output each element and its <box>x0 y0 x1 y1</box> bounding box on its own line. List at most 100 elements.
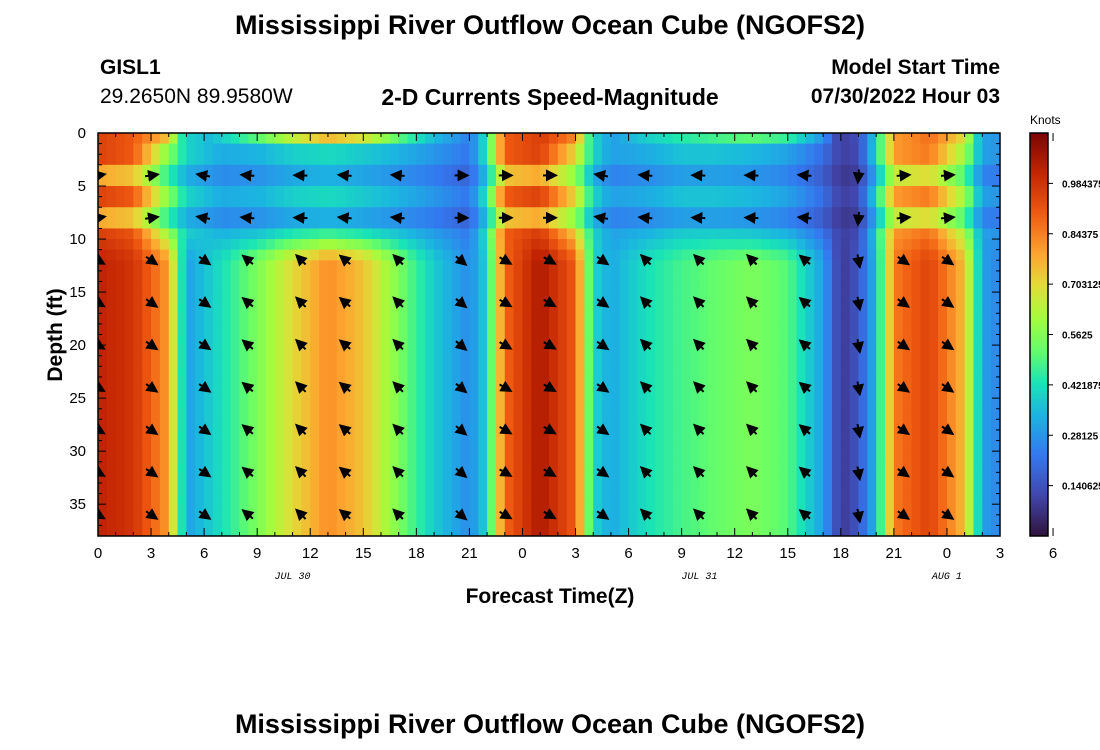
heatmap-cell <box>345 334 356 346</box>
heatmap-cell <box>681 482 692 495</box>
heatmap-cell <box>327 228 338 240</box>
heatmap-cell <box>230 207 241 219</box>
heatmap-cell <box>540 175 550 187</box>
heatmap-cell <box>212 514 223 526</box>
heatmap-cell <box>823 398 833 410</box>
heatmap-cell <box>389 323 400 336</box>
heatmap-cell <box>584 482 594 495</box>
current-vector <box>940 212 956 225</box>
heatmap-cell <box>495 355 506 367</box>
heatmap-cell <box>407 493 417 505</box>
heatmap-cell <box>531 270 541 283</box>
heatmap-cell <box>593 133 603 145</box>
heatmap-cell <box>655 196 665 208</box>
heatmap-cell <box>124 292 134 304</box>
heatmap-cell <box>973 525 983 536</box>
heatmap-cell <box>487 461 497 473</box>
heatmap-cell <box>336 482 347 495</box>
heatmap-cell <box>327 514 338 526</box>
heatmap-cell <box>991 249 1000 261</box>
heatmap-cell <box>840 387 851 399</box>
heatmap-cell <box>778 461 789 473</box>
heatmap-cell <box>204 186 214 198</box>
heatmap-cell <box>717 217 727 230</box>
heatmap-cell <box>628 461 639 473</box>
heatmap-cell <box>725 228 736 240</box>
heatmap-cell <box>929 292 939 304</box>
heatmap-cell <box>805 164 815 177</box>
heatmap-cell <box>734 270 745 283</box>
heatmap-cell <box>973 482 983 495</box>
heatmap-cell <box>690 228 700 240</box>
heatmap-cell <box>142 196 152 208</box>
heatmap-cell <box>549 143 559 155</box>
heatmap-cell <box>867 419 877 431</box>
heatmap-cell <box>796 270 807 283</box>
heatmap-cell <box>151 133 161 145</box>
heatmap-cell <box>115 175 126 187</box>
heatmap-cell <box>159 514 170 526</box>
heatmap-cell <box>115 345 126 357</box>
heatmap-cell <box>557 175 568 187</box>
heatmap-cell <box>416 302 426 314</box>
heatmap-cell <box>380 440 391 452</box>
heatmap-cell <box>416 482 426 495</box>
heatmap-cell <box>204 408 214 420</box>
heatmap-cell <box>522 154 532 166</box>
heatmap-cell <box>964 302 975 314</box>
current-vector <box>145 508 159 520</box>
heatmap-cell <box>663 249 674 261</box>
heatmap-cell <box>699 334 709 346</box>
heatmap-cell <box>531 133 541 145</box>
current-vector <box>241 466 255 479</box>
heatmap-cell <box>186 217 196 230</box>
heatmap-cell <box>681 217 692 230</box>
heatmap-cell <box>319 366 329 378</box>
heatmap-cell <box>274 249 285 261</box>
heatmap-cell <box>982 133 992 145</box>
heatmap-cell <box>469 143 479 155</box>
heatmap-cell <box>204 164 214 177</box>
heatmap-cell <box>230 143 241 155</box>
heatmap-cell <box>540 482 550 495</box>
heatmap-cell <box>955 514 966 526</box>
heatmap-cell <box>946 133 957 145</box>
heatmap-cell <box>787 217 798 230</box>
heatmap-cell <box>425 461 435 473</box>
heatmap-cell <box>867 217 877 230</box>
heatmap-cell <box>478 355 488 367</box>
heatmap-cell <box>451 302 462 314</box>
heatmap-cell <box>478 228 488 240</box>
heatmap-cell <box>584 419 594 431</box>
heatmap-cell <box>973 154 983 166</box>
heatmap-cell <box>610 398 621 410</box>
heatmap-cell <box>531 345 541 357</box>
heatmap-cell <box>283 504 294 516</box>
heatmap-cell <box>991 302 1000 314</box>
heatmap-cell <box>628 133 639 145</box>
heatmap-cell <box>672 239 683 251</box>
heatmap-cell <box>106 260 117 272</box>
heatmap-cell <box>646 292 656 304</box>
heatmap-cell <box>867 355 877 367</box>
heatmap-cell <box>195 514 205 526</box>
heatmap-cell <box>831 217 842 230</box>
heatmap-cell <box>708 482 718 495</box>
heatmap-cell <box>734 207 745 219</box>
heatmap-cell <box>204 504 214 516</box>
heatmap-cell <box>752 249 762 261</box>
heatmap-cell <box>257 143 267 155</box>
heatmap-cell <box>964 408 975 420</box>
heatmap-cell <box>778 164 789 177</box>
heatmap-cell <box>946 313 957 325</box>
heatmap-cell <box>885 355 895 367</box>
heatmap-cell <box>840 525 851 536</box>
heatmap-cell <box>708 207 718 219</box>
heatmap-cell <box>98 228 108 240</box>
heatmap-cell <box>319 228 329 240</box>
heatmap-cell <box>301 440 311 452</box>
heatmap-cell <box>460 355 471 367</box>
heatmap-cell <box>513 239 524 251</box>
heatmap-cell <box>469 355 479 367</box>
heatmap-cell <box>460 196 471 208</box>
